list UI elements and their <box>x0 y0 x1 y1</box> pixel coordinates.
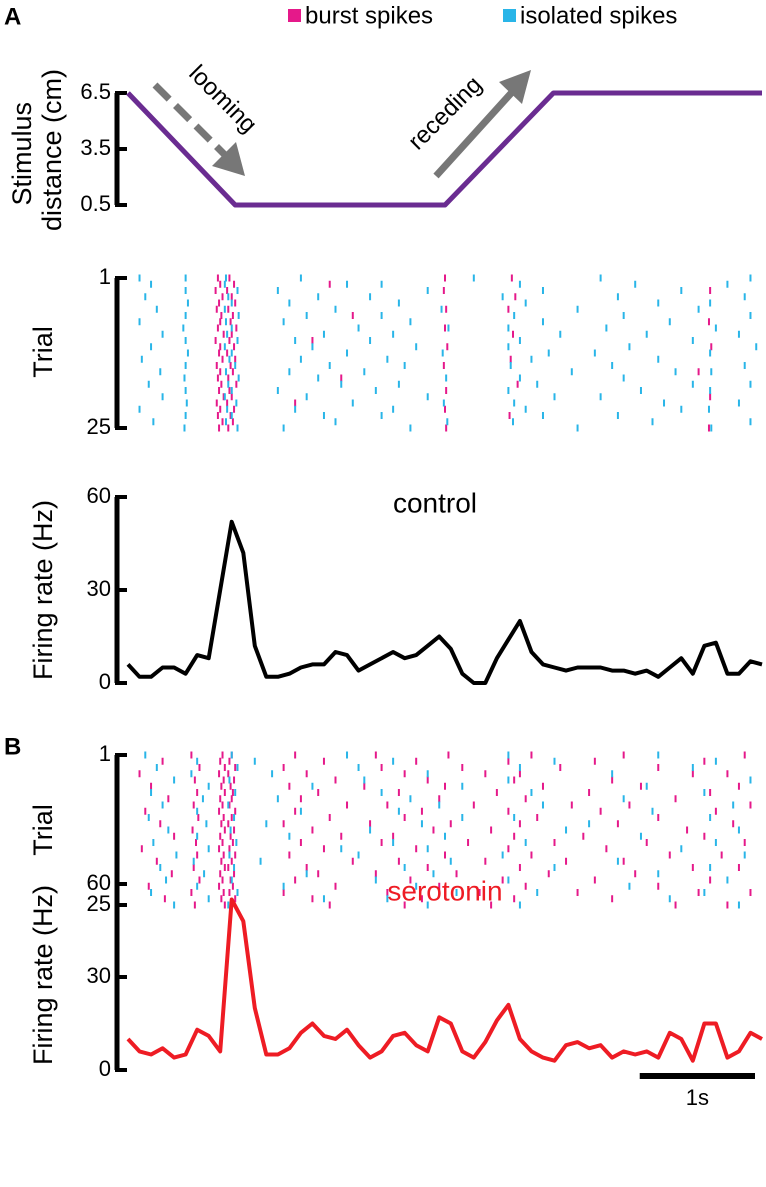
legend-swatch <box>288 9 301 22</box>
y-axis-label-line: distance (cm) <box>37 69 67 231</box>
legend-swatch <box>503 9 516 22</box>
looming-arrow <box>152 82 229 159</box>
y-tick-label: 60 <box>87 870 111 895</box>
line <box>126 519 763 685</box>
y-tick-label: 30 <box>87 576 111 601</box>
receding-arrow <box>433 87 517 179</box>
y-axis-label: Firing rate (Hz) <box>28 500 58 680</box>
y-tick-label: 30 <box>87 963 111 988</box>
y-tick-label: 0 <box>99 669 111 694</box>
y-axis-label: Stimulus distance (cm) <box>7 69 67 231</box>
line <box>126 897 763 1063</box>
panel-label: A <box>4 3 21 30</box>
scale-bar-label: 1s <box>686 1085 709 1110</box>
annotation: receding <box>403 71 487 155</box>
legend-label: isolated spikes <box>520 2 677 29</box>
chart-title: control <box>393 487 477 518</box>
looming-arrowhead <box>212 142 245 176</box>
line <box>126 90 762 208</box>
y-axis-label-line: Stimulus <box>7 94 37 205</box>
y-tick-label: 1 <box>99 741 111 766</box>
panel-label: B <box>4 733 21 760</box>
y-tick-label: 25 <box>87 891 111 916</box>
annotation: looming <box>184 60 263 139</box>
y-tick-label: 1 <box>99 264 111 289</box>
y-axis-label: Trial <box>28 804 58 856</box>
receding-arrowhead <box>499 70 531 104</box>
chart-title: serotonin <box>387 875 502 906</box>
y-tick-label: 6.5 <box>80 79 111 104</box>
y-tick-label: 25 <box>87 414 111 439</box>
y-tick-label: 3.5 <box>80 135 111 160</box>
y-axis-label: Trial <box>28 326 58 378</box>
y-tick-label: 60 <box>87 483 111 508</box>
y-tick-label: 0.5 <box>80 191 111 216</box>
y-axis-label: Firing rate (Hz) <box>28 885 58 1065</box>
y-tick-label: 0 <box>99 1056 111 1081</box>
legend-label: burst spikes <box>305 2 433 29</box>
